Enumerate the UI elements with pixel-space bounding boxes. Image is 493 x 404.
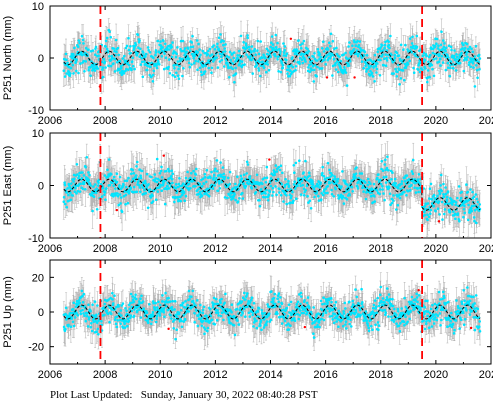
model-fit-line: [63, 178, 481, 211]
x-tick-label: 2010: [148, 243, 172, 255]
outlier-point: [469, 326, 473, 330]
x-tick-label: 2018: [369, 115, 393, 127]
y-tick-label: 10: [32, 1, 44, 13]
outlier-point: [353, 76, 356, 79]
x-tick-label: 2010: [148, 369, 172, 381]
y-tick-label: -10: [28, 105, 44, 117]
footer-label: Plot Last Updated:: [50, 389, 133, 401]
x-tick-label: 2006: [38, 369, 62, 381]
x-tick-label: 2022: [479, 369, 493, 381]
outlier-point: [289, 37, 293, 40]
x-tick-label: 2014: [258, 243, 282, 255]
x-tick-label: 2018: [369, 243, 393, 255]
model-fit-line: [63, 304, 481, 320]
outlier-point: [167, 327, 170, 331]
x-tick-label: 2020: [424, 369, 448, 381]
x-tick-label: 2018: [369, 369, 393, 381]
plot-area: [62, 6, 482, 110]
x-tick-label: 2020: [424, 243, 448, 255]
y-tick-label: 0: [38, 307, 44, 319]
panel-1: 2006 2008 2010 2012 2014 2016 2018 2020 2022 -10 0…: [2, 1, 493, 127]
plot-area: [62, 260, 482, 364]
x-tick-label: 2020: [424, 115, 448, 127]
x-tick-label: 2016: [313, 115, 337, 127]
plot-updated-footer: Plot Last Updated: Sunday, January 30, 2…: [50, 389, 318, 401]
x-tick-label: 2006: [38, 243, 62, 255]
x-tick-label: 2016: [313, 243, 337, 255]
outlier-point: [437, 220, 441, 223]
y-tick-label: -10: [28, 233, 44, 245]
data-points: [62, 28, 482, 88]
y-tick-label: -20: [28, 342, 44, 354]
x-tick-label: 2014: [258, 369, 282, 381]
x-tick-label: 2016: [313, 369, 337, 381]
y-tick-label: 20: [32, 272, 44, 284]
x-tick-label: 2006: [38, 115, 62, 127]
data-points: [62, 285, 482, 341]
y-tick-label: 0: [38, 181, 44, 193]
outlier-point: [303, 325, 307, 329]
y-axis-label: P251 North (mm): [2, 16, 14, 100]
y-axis-label: P251 Up (mm): [2, 276, 14, 348]
outlier-point: [417, 288, 420, 292]
y-tick-label: 0: [38, 53, 44, 65]
panel-3: 2006 2008 2010 2012 2014 2016 2018 2020 2022 -20 0…: [2, 259, 493, 381]
outlier-point: [115, 208, 119, 212]
x-tick-label: 2022: [479, 115, 493, 127]
x-tick-label: 2010: [148, 115, 172, 127]
y-tick-label: 10: [32, 128, 44, 140]
x-tick-label: 2008: [93, 115, 117, 127]
panel-2: 2006 2008 2010 2012 2014 2016 2018 2020 2022 -10 0…: [2, 128, 493, 255]
x-tick-label: 2008: [93, 369, 117, 381]
outlier-point: [325, 76, 329, 79]
footer-timestamp: Sunday, January 30, 2022 08:40:28 PST: [140, 389, 318, 401]
x-tick-label: 2022: [479, 243, 493, 255]
y-axis-label: P251 East (mm): [2, 146, 14, 225]
outlier-point: [268, 158, 271, 161]
outlier-point: [162, 154, 165, 157]
plot-area: [62, 133, 482, 238]
model-fit-line: [63, 50, 481, 66]
x-tick-label: 2012: [203, 369, 227, 381]
x-tick-label: 2012: [203, 115, 227, 127]
x-tick-label: 2012: [203, 243, 227, 255]
x-tick-label: 2008: [93, 243, 117, 255]
x-tick-label: 2014: [258, 115, 282, 127]
